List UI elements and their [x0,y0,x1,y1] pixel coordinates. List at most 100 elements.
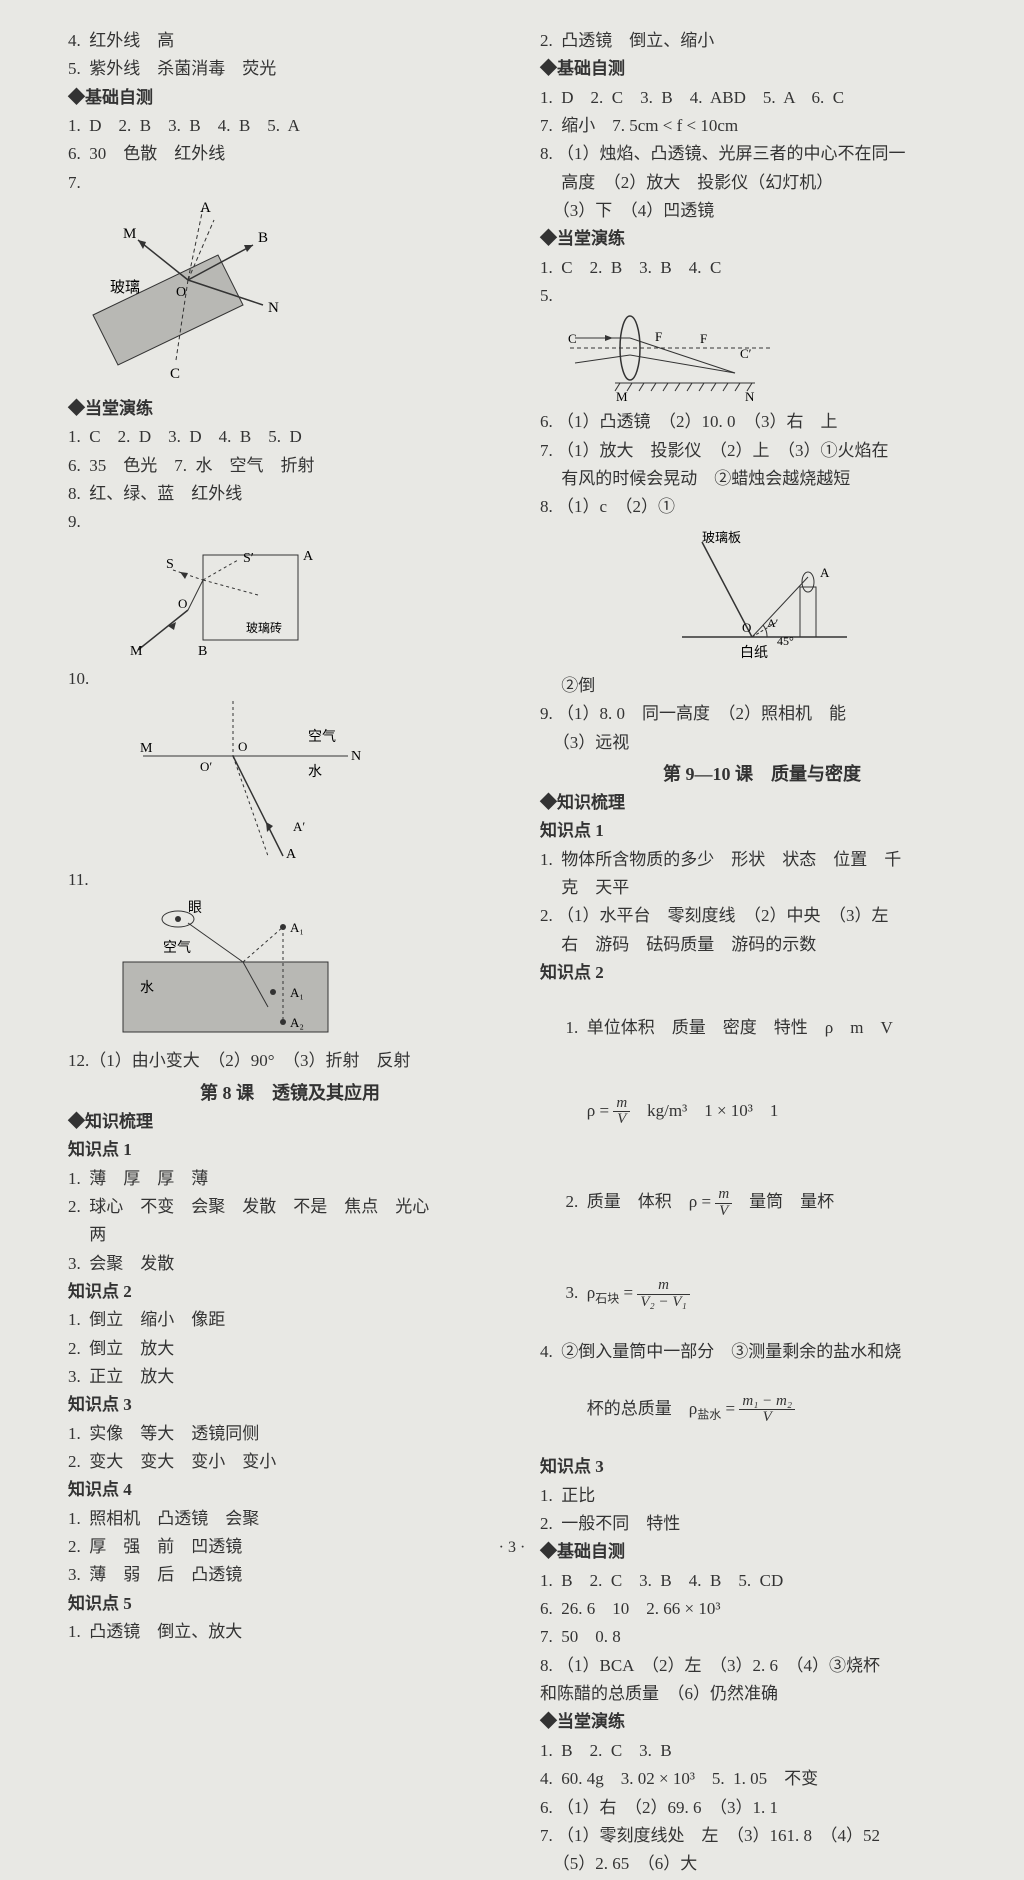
label-water: 水 [140,980,154,996]
text: 1. B 2. C 3. B [540,1738,984,1764]
figure-10: M N O O′ 空气 水 A A′ [138,696,512,861]
text: 高度 （2）放大 投影仪（幻灯机） [540,170,984,196]
label-Cp: C′ [740,346,752,361]
text: （3）下 （4）凹透镜 [540,198,984,224]
text: 1. C 2. D 3. D 4. B 5. D [68,424,512,450]
label-M: M [616,389,628,403]
text: 1. 薄 厚 厚 薄 [68,1166,512,1192]
label-A: A [200,200,211,216]
formula: 杯的总质量 ρ盐水 = m₁ − m₂V [540,1367,984,1452]
text: 1. C 2. B 3. B 4. C [540,255,984,281]
text: 5. 紫外线 杀菌消毒 荧光 [68,56,512,82]
label-O: O [238,739,247,754]
label-angle: 45° [777,634,794,648]
label-eye: 眼 [188,901,202,916]
section-head: ◆知识梳理 [68,1109,512,1135]
text: ②倒 [540,673,984,699]
text: 2. 一般不同 特性 [540,1511,984,1537]
text: 和陈醋的总质量 （6）仍然准确 [540,1681,984,1707]
section-head: ◆知识梳理 [540,790,984,816]
text: 2. 球心 不变 会聚 发散 不是 焦点 光心 [68,1194,512,1220]
label-A1b: A₁ [290,985,304,1000]
label-A1: A₁ [290,920,304,935]
label-Op: O′ [200,759,212,774]
figure-r5: F F C C′ M N [560,313,984,403]
label-Ap: A′ [767,616,779,630]
kp-head: 知识点 4 [68,1477,512,1503]
lesson-8-title: 第 8 课 透镜及其应用 [68,1079,512,1105]
formula: 2. 质量 体积 ρ = mV 量筒 量杯 [540,1160,984,1245]
kp-head: 知识点 2 [68,1279,512,1305]
text: 8. （1）c （2）① [540,494,984,520]
section-head: ◆基础自测 [68,85,512,111]
figure-9: S S′ A O M B 玻璃砖 [128,540,512,660]
label-C: C [568,331,577,346]
label-Ap: A′ [293,819,305,834]
label-M: M [123,226,136,242]
section-head: ◆基础自测 [540,56,984,82]
left-column: 4. 红外线 高 5. 紫外线 杀菌消毒 荧光 ◆基础自测 1. D 2. B … [68,28,512,1880]
label-glass: 玻璃 [110,279,140,296]
formula: ρ = mV kg/m³ 1 × 10³ 1 [540,1069,984,1154]
text: 4. 红外线 高 [68,28,512,54]
text: 8. 红、绿、蓝 红外线 [68,481,512,507]
label-F: F [655,329,662,344]
text: 6. （1）凸透镜 （2）10. 0 （3）右 上 [540,409,984,435]
label-C: C [170,366,180,382]
label-S: S [166,557,174,572]
text: 6. （1）右 （2）69. 6 （3）1. 1 [540,1795,984,1821]
text: （5）2. 65 （6）大 [540,1851,984,1877]
label-M: M [140,741,153,756]
kp-head: 知识点 3 [68,1392,512,1418]
text: 9. （1）8. 0 同一高度 （2）照相机 能 [540,701,984,727]
text: 2. 变大 变大 变小 变小 [68,1449,512,1475]
text: 2. 凸透镜 倒立、缩小 [540,28,984,54]
label-A: A [286,847,297,861]
label-O: O [742,620,751,635]
text: 12.（1）由小变大 （2）90° （3）折射 反射 [68,1048,512,1074]
label-A2: A₂ [290,1015,304,1030]
section-head: ◆当堂演练 [540,1709,984,1735]
text: 10. [68,666,512,692]
section-head: ◆当堂演练 [540,226,984,252]
label-N: N [745,389,755,403]
text: 7. （1）放大 投影仪 （2）上 （3）①火焰在 [540,438,984,464]
page-number: · 3 · [0,1539,1024,1557]
text: 1. 倒立 缩小 像距 [68,1307,512,1333]
label-O: O [178,596,187,611]
label-water: 水 [308,764,322,780]
figure-7: A B C M N O 玻璃 [88,200,512,390]
text: 2. 倒立 放大 [68,1336,512,1362]
kp-head: 知识点 3 [540,1454,984,1480]
kp-head: 知识点 1 [68,1137,512,1163]
svg-text:F: F [700,331,707,346]
text: 8. （1）BCA （2）左 （3）2. 6 （4）③烧杯 [540,1653,984,1679]
figure-11: 眼 空气 水 A₁ A₁ A₂ [118,897,512,1042]
label-air: 空气 [308,729,336,745]
label-B: B [258,230,268,246]
text: 克 天平 [540,875,984,901]
kp-head: 知识点 5 [68,1591,512,1617]
text: 右 游码 砝码质量 游码的示数 [540,932,984,958]
label-paper: 白纸 [740,645,768,661]
text: 1. 实像 等大 透镜同侧 [68,1421,512,1447]
label-A: A [820,565,830,580]
text: 1. 单位体积 质量 密度 特性 ρ m V [540,988,984,1067]
text: 9. [68,509,512,535]
label-Sp: S′ [243,551,254,566]
text: 1. 照相机 凸透镜 会聚 [68,1506,512,1532]
text: 6. 26. 6 10 2. 66 × 10³ [540,1596,984,1622]
text: 7. 50 0. 8 [540,1624,984,1650]
text: 1. 正比 [540,1483,984,1509]
text: 有风的时候会晃动 ②蜡烛会越烧越短 [540,466,984,492]
text: 7. [68,170,512,196]
label-M: M [130,644,143,659]
text: 5. [540,283,984,309]
text: 3. 薄 弱 后 凸透镜 [68,1562,512,1588]
right-column: 2. 凸透镜 倒立、缩小 ◆基础自测 1. D 2. C 3. B 4. ABD… [540,28,984,1880]
label-B: B [198,644,207,659]
text: 6. 30 色散 红外线 [68,141,512,167]
kp-head: 知识点 2 [540,960,984,986]
text: 2. （1）水平台 零刻度线 （2）中央 （3）左 [540,903,984,929]
formula: 3. ρ石块 = mV₂ − V₁ [540,1252,984,1337]
